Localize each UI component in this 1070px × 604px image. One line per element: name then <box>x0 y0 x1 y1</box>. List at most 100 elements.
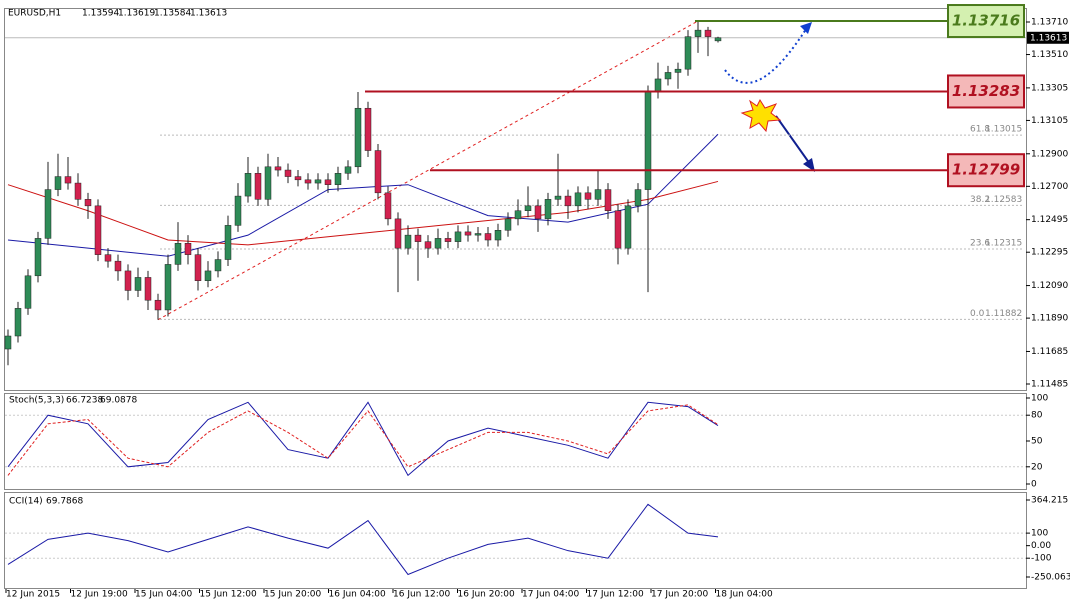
candle-body <box>674 68 682 73</box>
symbol: EURUSD,H1 <box>8 9 61 19</box>
price-tag: 1.13613 <box>1030 33 1067 43</box>
candle-body <box>684 36 692 70</box>
candle-body <box>704 29 712 37</box>
candle-body <box>424 241 432 249</box>
candle-body <box>634 189 642 207</box>
candle-body <box>354 107 362 168</box>
y-tick-label: 1.11890 <box>1031 314 1068 324</box>
arrow-head <box>800 22 812 34</box>
candle-body <box>544 199 552 220</box>
candle-body <box>524 205 532 211</box>
x-tick-label: 12 Jun 19:00 <box>71 590 128 600</box>
candle-body <box>564 195 572 207</box>
close: 1.13613 <box>190 9 227 19</box>
fib-ratio: 61.8 <box>970 125 990 135</box>
candle-body <box>714 37 722 42</box>
cci-panel <box>4 492 1027 589</box>
y-tick-label: 1.11685 <box>1031 347 1068 357</box>
fib-trendline <box>157 20 699 321</box>
level-box <box>947 153 1025 188</box>
candle-body <box>144 277 152 301</box>
candle-body <box>264 166 272 200</box>
y-tick-label: 0 <box>1031 480 1037 490</box>
level-box <box>947 4 1025 39</box>
candle-body <box>274 166 282 171</box>
arrow-head <box>803 158 815 172</box>
stoch-signal: 69.0878 <box>100 396 137 406</box>
candle-body <box>484 233 492 241</box>
x-tick-label: 17 Jun 04:00 <box>522 590 579 600</box>
level-label: 1.12799 <box>952 161 1020 179</box>
candle-body <box>194 254 202 281</box>
open: 1.13594 <box>82 9 119 19</box>
high: 1.13619 <box>118 9 155 19</box>
candle-body <box>294 176 302 181</box>
candle-body <box>314 179 322 184</box>
candle-body <box>54 176 62 190</box>
y-tick-label: 0.00 <box>1031 541 1051 551</box>
y-tick-label: 100 <box>1031 394 1048 404</box>
stoch-line <box>7 401 719 477</box>
y-tick-label: -100 <box>1031 554 1052 564</box>
candle-body <box>14 308 22 337</box>
candle-body <box>584 192 592 200</box>
y-tick-label: 1.13510 <box>1031 50 1068 60</box>
y-tick-label: 1.11485 <box>1031 380 1068 390</box>
candle-body <box>624 205 632 249</box>
candle-body <box>24 275 32 309</box>
cci-label: CCI(14) <box>9 497 43 507</box>
fib-price: 1.11882 <box>985 309 1022 319</box>
x-tick-label: 12 Jun 2015 <box>6 590 60 600</box>
x-tick-label: 16 Jun 04:00 <box>329 590 386 600</box>
candle-body <box>174 243 182 265</box>
stoch-label: Stoch(5,3,3) <box>9 396 64 406</box>
stoch-line <box>7 404 719 476</box>
fib-ratio: 0.0 <box>970 309 985 319</box>
y-tick-label: 20 <box>1031 462 1043 472</box>
candle-body <box>74 182 82 200</box>
candle-body <box>614 210 622 249</box>
candle-body <box>224 225 232 260</box>
x-tick-label: 15 Jun 04:00 <box>135 590 192 600</box>
candle-body <box>604 189 612 211</box>
candle-body <box>384 192 392 220</box>
candle-body <box>334 173 342 185</box>
candle-body <box>304 179 312 184</box>
x-tick-label: 17 Jun 12:00 <box>587 590 644 600</box>
candle-body <box>594 189 602 200</box>
candle-body <box>474 233 482 236</box>
candle-body <box>34 238 42 277</box>
candle-body <box>694 29 702 37</box>
candle-body <box>104 254 112 262</box>
fib-ratio: 23.6 <box>970 238 990 248</box>
candle-body <box>64 176 72 184</box>
x-tick-label: 17 Jun 20:00 <box>651 590 708 600</box>
level-label: 1.13283 <box>952 82 1020 100</box>
candle-body <box>164 264 172 311</box>
candle-body <box>124 270 132 291</box>
y-tick-label: -250.0635 <box>1031 573 1070 583</box>
candle-body <box>444 238 452 242</box>
low: 1.13584 <box>154 9 191 19</box>
level-label: 1.13716 <box>952 12 1020 30</box>
y-tick-label: 364.215 <box>1031 496 1068 506</box>
candle-body <box>394 218 402 249</box>
candle-body <box>644 91 652 190</box>
candle-body <box>284 169 292 177</box>
candle-body <box>114 260 122 272</box>
x-tick-label: 18 Jun 04:00 <box>716 590 773 600</box>
candle-body <box>94 205 102 255</box>
candle-body <box>434 238 442 249</box>
candle-body <box>574 192 582 207</box>
candle-body <box>44 189 52 239</box>
candle-body <box>254 173 262 200</box>
y-tick-label: 1.13710 <box>1031 18 1068 28</box>
y-tick-label: 1.12900 <box>1031 149 1068 159</box>
price-tag-bg <box>1027 31 1069 44</box>
candle-body <box>324 179 332 185</box>
x-tick-label: 16 Jun 12:00 <box>393 590 450 600</box>
stoch-main: 66.7238 <box>66 396 103 406</box>
x-tick-label: 16 Jun 20:00 <box>458 590 515 600</box>
